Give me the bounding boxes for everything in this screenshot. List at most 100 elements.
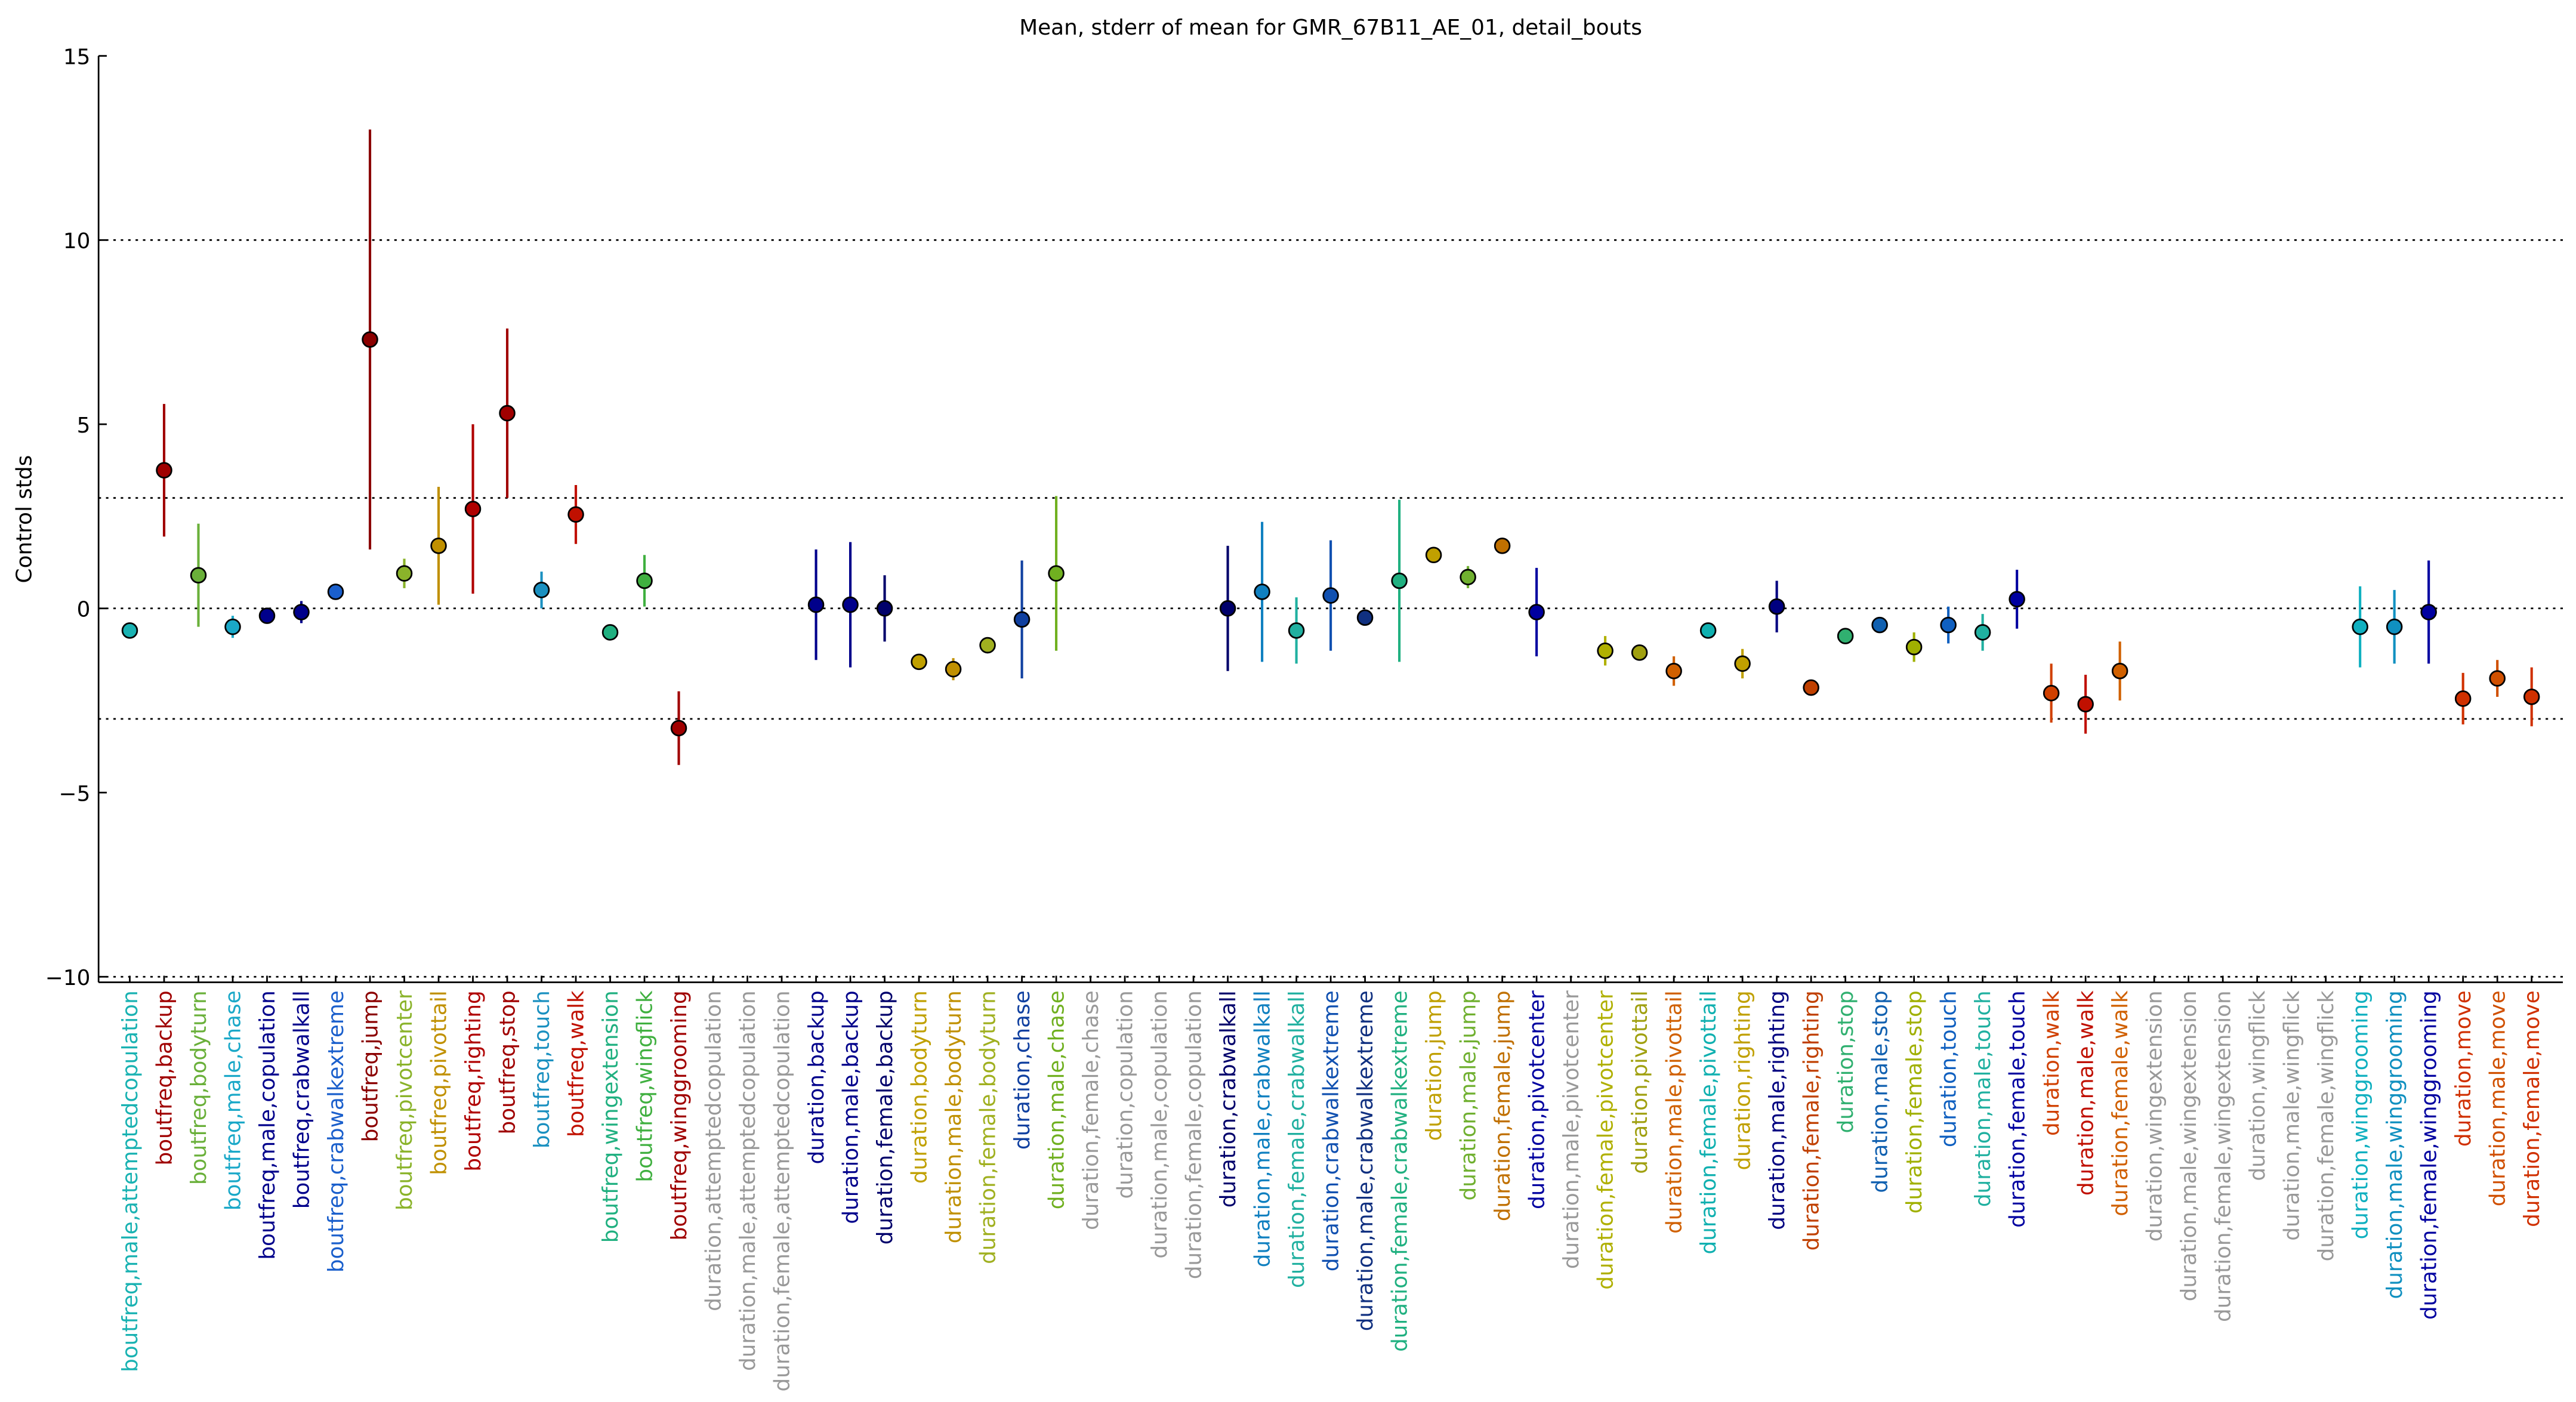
x-tick-label: duration,female,winggrooming — [2417, 990, 2442, 1320]
x-tick-label: boutfreq,jump — [358, 990, 382, 1142]
x-tick-label: duration,walk — [2040, 990, 2064, 1136]
mean-point — [1974, 624, 1991, 641]
mean-point — [1391, 572, 1408, 589]
mean-point — [430, 538, 447, 554]
mean-point — [1597, 643, 1614, 659]
x-tick-label: boutfreq,touch — [530, 990, 554, 1148]
mean-point — [396, 565, 413, 582]
mean-point — [842, 596, 859, 613]
x-tick-label: duration,male,chase — [1044, 990, 1069, 1209]
x-tick-label: duration,male,attemptedcopulation — [736, 990, 760, 1371]
x-tick-label: boutfreq,crabwalkextreme — [324, 990, 348, 1273]
mean-point — [2523, 688, 2540, 705]
mean-point — [258, 607, 276, 624]
x-tick-label: duration,male,winggrooming — [2383, 990, 2407, 1299]
x-tick-label: duration,crabwalkall — [1216, 990, 1241, 1208]
mean-point — [670, 719, 687, 737]
mean-point — [1871, 616, 1888, 634]
mean-point — [1631, 644, 1648, 661]
mean-point — [1254, 583, 1270, 600]
mean-point — [2009, 591, 2025, 608]
x-tick-label: boutfreq,pivottail — [427, 990, 451, 1175]
mean-point — [2077, 696, 2094, 713]
x-tick-label: duration,male,pivotcenter — [1559, 990, 1584, 1269]
x-tick-label: boutfreq,bodyturn — [187, 990, 211, 1185]
mean-point — [1494, 538, 1511, 554]
x-tick-label: duration,male,wingextension — [2177, 990, 2201, 1301]
y-tick-label: 5 — [77, 413, 91, 438]
x-tick-label: boutfreq,righting — [461, 990, 486, 1171]
x-tick-label: duration,male,bodyturn — [942, 990, 966, 1243]
mean-point — [156, 462, 172, 479]
mean-point — [945, 660, 962, 678]
x-tick-label: duration,touch — [1937, 990, 1961, 1147]
mean-point — [1356, 609, 1374, 626]
x-tick-label: duration,female,pivotcenter — [1593, 990, 1618, 1290]
x-tick-label: duration,male,backup — [838, 990, 863, 1224]
mean-point — [1699, 622, 1717, 639]
x-tick-label: duration,copulation — [1113, 990, 1137, 1199]
x-tick-label: duration,male,crabwalkextreme — [1353, 990, 1378, 1331]
mean-point — [1425, 546, 1442, 564]
y-tick-label: 15 — [63, 45, 91, 69]
x-tick-label: duration,female,crabwalkextreme — [1387, 990, 1412, 1352]
x-tick-label: duration,crabwalkextreme — [1319, 990, 1343, 1271]
x-tick-label: duration,stop — [1834, 990, 1858, 1133]
x-tick-label: duration,female,wingextension — [2211, 990, 2236, 1322]
y-tick-label: 0 — [77, 598, 91, 622]
x-tick-label: duration,chase — [1010, 990, 1035, 1150]
mean-point — [2043, 685, 2060, 702]
mean-point — [499, 404, 516, 422]
x-tick-label: boutfreq,winggrooming — [667, 990, 692, 1240]
x-tick-label: duration,female,copulation — [1181, 990, 1206, 1279]
x-tick-label: duration,female,righting — [1800, 990, 1824, 1250]
x-tick-label: duration,female,crabwalkall — [1285, 990, 1309, 1288]
x-tick-label: duration,female,walk — [2108, 990, 2133, 1216]
x-tick-label: duration,male,jump — [1456, 990, 1480, 1200]
x-tick-label: boutfreq,backup — [152, 990, 177, 1165]
mean-point — [979, 637, 996, 654]
x-tick-label: duration,female,move — [2520, 990, 2544, 1227]
x-tick-label: duration,female,pivottail — [1696, 990, 1721, 1254]
mean-point — [567, 506, 584, 523]
mean-point — [876, 600, 893, 617]
mean-point — [1288, 622, 1305, 639]
mean-point — [911, 653, 927, 671]
x-tick-label: duration,pivottail — [1628, 990, 1652, 1174]
mean-point — [121, 622, 138, 639]
mean-point — [1322, 587, 1339, 604]
x-tick-label: duration,female,stop — [1902, 990, 1927, 1213]
x-tick-label: duration,female,attemptedcopulation — [770, 990, 794, 1391]
mean-point — [2111, 663, 2128, 680]
mean-point — [2489, 670, 2506, 687]
x-tick-label: duration,wingflick — [2245, 990, 2270, 1181]
mean-point — [224, 618, 241, 635]
y-axis-label: Control stds — [12, 455, 36, 583]
x-tick-label: boutfreq,pivotcenter — [393, 990, 417, 1210]
mean-point — [362, 331, 378, 348]
x-tick-label: duration,male,move — [2486, 990, 2510, 1206]
y-tick-label: 10 — [63, 229, 91, 254]
mean-point — [1940, 616, 1957, 634]
chart-title: Mean, stderr of mean for GMR_67B11_AE_01… — [1019, 16, 1642, 40]
x-tick-label: boutfreq,crabwalkall — [289, 990, 314, 1209]
mean-point — [190, 567, 207, 584]
mean-point — [533, 582, 550, 598]
x-tick-label: duration,backup — [804, 990, 829, 1164]
mean-point — [1048, 565, 1065, 582]
mean-point — [1219, 600, 1236, 617]
mean-point — [2420, 604, 2437, 620]
mean-point — [1460, 569, 1476, 586]
x-tick-label: duration,male,pivottail — [1662, 990, 1686, 1234]
x-tick-label: duration,male,touch — [1971, 990, 1995, 1207]
x-tick-label: boutfreq,male,copulation — [255, 990, 280, 1259]
x-tick-label: duration,female,jump — [1491, 990, 1515, 1221]
x-tick-label: boutfreq,wingflick — [633, 990, 657, 1182]
mean-point — [2386, 618, 2403, 635]
x-tick-label: boutfreq,walk — [564, 990, 588, 1137]
mean-point — [636, 572, 653, 589]
mean-point — [2352, 618, 2368, 635]
x-tick-label: duration,male,crabwalkall — [1250, 990, 1275, 1267]
